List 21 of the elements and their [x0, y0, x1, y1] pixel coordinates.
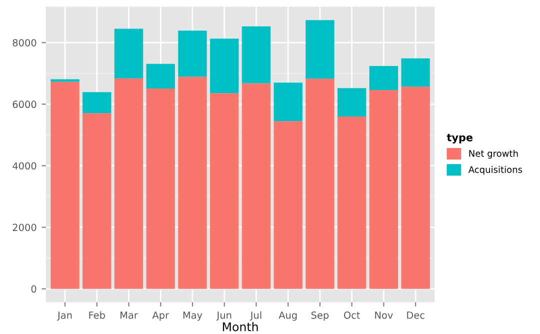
y-tick-label: 0	[31, 285, 36, 293]
y-tick-label: 6000	[12, 100, 36, 108]
x-tick-label: Mar	[120, 312, 138, 319]
legend-label: Acquisitions	[468, 166, 522, 175]
x-tick-label: Apr	[152, 312, 170, 321]
x-tick-label: Jan	[57, 312, 72, 321]
x-tick-label: Feb	[89, 311, 105, 319]
x-tick-label: Oct	[344, 311, 360, 319]
x-tick-label: Jul	[250, 311, 262, 321]
y-tick-label: 4000	[12, 162, 36, 170]
x-tick-label: May	[183, 312, 202, 321]
legend-title: type	[446, 134, 472, 144]
x-tick-label: Aug	[278, 312, 297, 321]
x-tick-label: Sep	[311, 311, 329, 321]
x-tick-label: Jun	[216, 312, 232, 321]
y-tick-label: 8000	[12, 39, 36, 46]
legend-label: Net growth	[469, 150, 518, 159]
x-tick-label: Dec	[407, 312, 424, 319]
y-tick-label: 2000	[12, 224, 36, 232]
x-axis-title: Month	[222, 322, 258, 332]
x-tick-label: Nov	[375, 312, 393, 319]
